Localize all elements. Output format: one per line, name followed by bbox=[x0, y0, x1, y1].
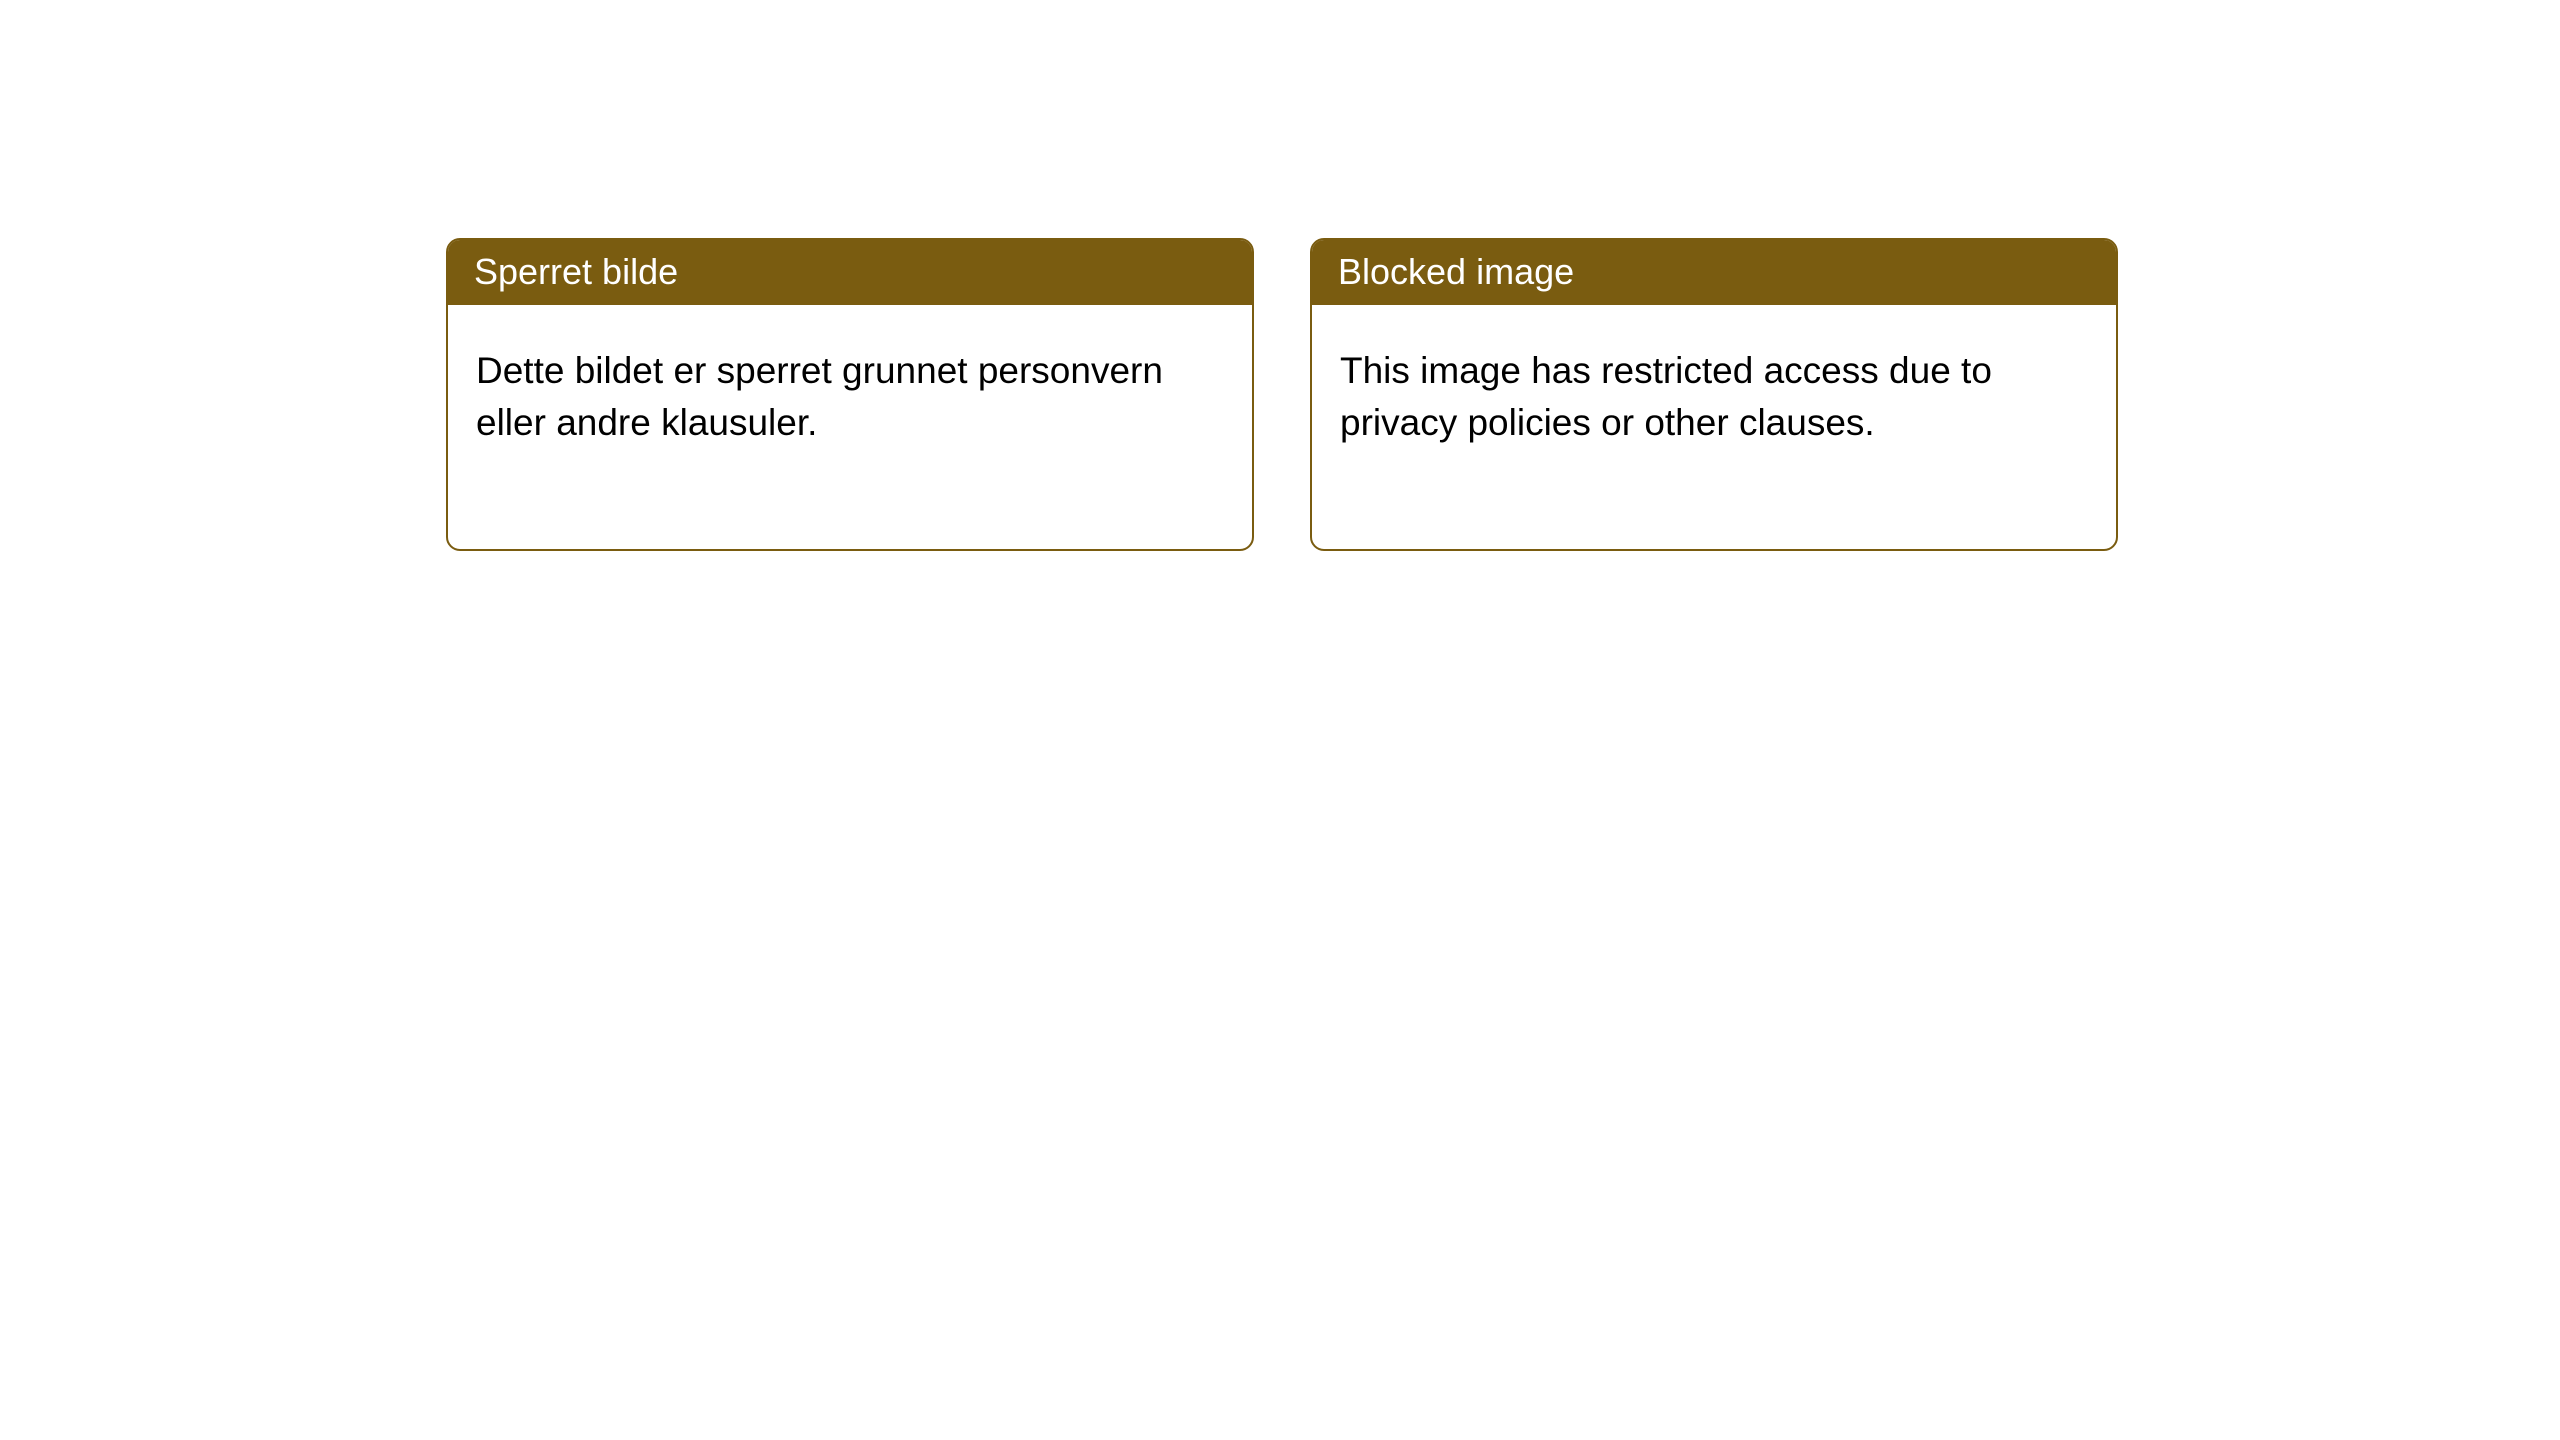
notice-title-english: Blocked image bbox=[1312, 240, 2116, 305]
notice-title-norwegian: Sperret bilde bbox=[448, 240, 1252, 305]
notice-body-norwegian: Dette bildet er sperret grunnet personve… bbox=[448, 305, 1252, 549]
notice-card-norwegian: Sperret bilde Dette bildet er sperret gr… bbox=[446, 238, 1254, 551]
notice-container: Sperret bilde Dette bildet er sperret gr… bbox=[0, 0, 2560, 551]
notice-card-english: Blocked image This image has restricted … bbox=[1310, 238, 2118, 551]
notice-body-english: This image has restricted access due to … bbox=[1312, 305, 2116, 549]
